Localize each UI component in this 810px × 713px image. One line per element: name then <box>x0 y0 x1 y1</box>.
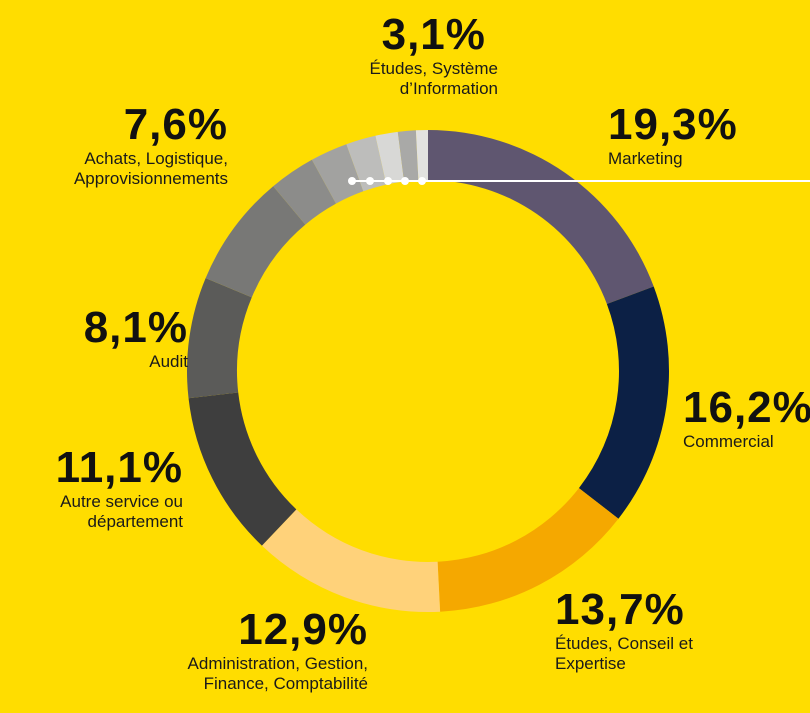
slice <box>205 186 306 298</box>
slice <box>375 131 405 185</box>
value-label: 3,1% <box>381 10 486 59</box>
label: 19,3% Marketing <box>608 103 738 169</box>
leader-dots <box>348 177 426 185</box>
value-label: 13,7% <box>555 585 685 634</box>
slices <box>187 130 669 612</box>
value-label: 8,1% <box>83 303 188 352</box>
slice <box>273 159 336 225</box>
category-label: Études, Système d’Information <box>369 59 498 98</box>
value-label: 16,2% <box>683 383 810 432</box>
slice <box>261 509 441 612</box>
category-label: Autre service ou département <box>60 492 183 531</box>
category-label: Achats, Logistique, Approvisionnements <box>73 149 228 188</box>
value-label: 12,9% <box>238 605 368 654</box>
label: 3,1% Études, Système d’Information <box>369 13 498 99</box>
slice <box>188 392 297 546</box>
slice <box>428 130 654 305</box>
slice <box>437 488 619 612</box>
category-label: Audit <box>149 352 188 371</box>
category-label: Marketing <box>608 149 683 168</box>
slice <box>346 135 387 192</box>
label: 12,9% Administration, Gestion, Finance, C… <box>188 608 368 694</box>
category-label: Commercial <box>683 432 774 451</box>
label: 7,6% Achats, Logistique, Approvisionnemen… <box>74 103 228 189</box>
label: 16,2% Commercial <box>683 386 810 452</box>
value-label: 11,1% <box>55 443 183 492</box>
slice <box>311 144 364 204</box>
slice <box>397 130 419 182</box>
category-label: Administration, Gestion, Finance, Compta… <box>187 654 368 693</box>
slice <box>578 286 669 519</box>
value-label: 7,6% <box>123 100 228 149</box>
label: 8,1% Audit <box>84 306 188 372</box>
slice <box>415 130 428 181</box>
label: 13,7% Études, Conseil et Expertise <box>555 588 693 674</box>
value-label: 19,3% <box>608 100 738 149</box>
slice <box>187 278 252 399</box>
label: 11,1% Autre service ou département <box>56 446 183 532</box>
category-label: Études, Conseil et Expertise <box>555 634 693 673</box>
